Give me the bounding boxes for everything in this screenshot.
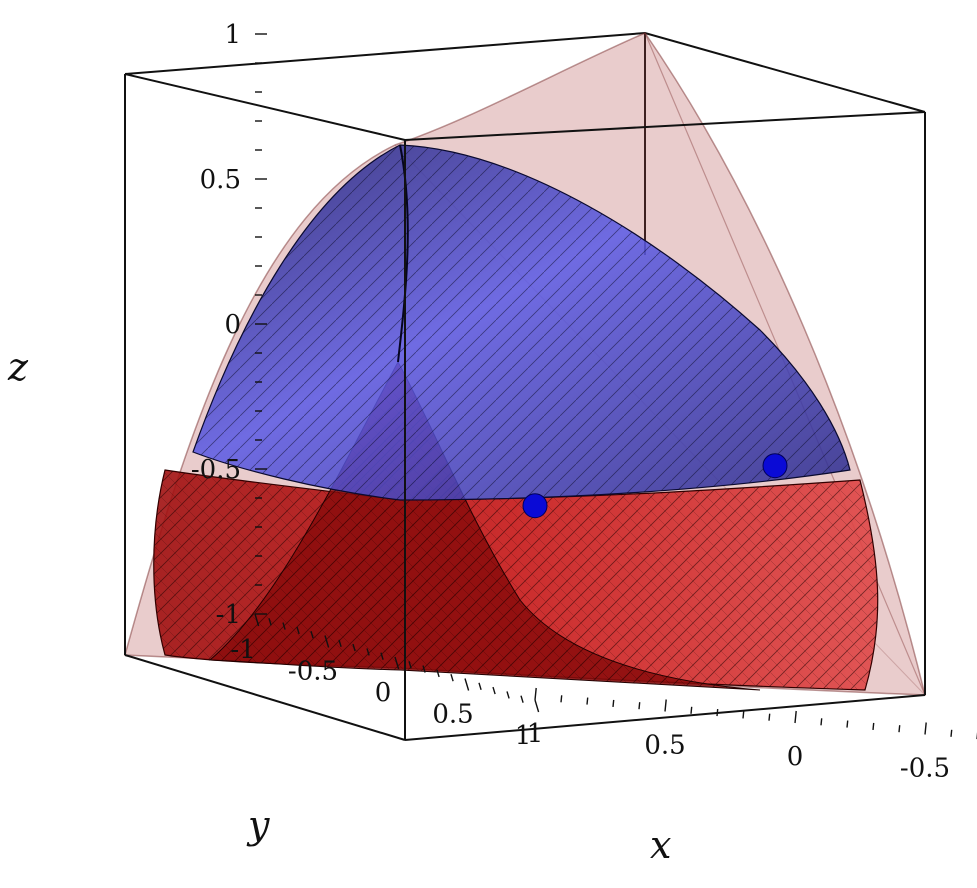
red-surface bbox=[153, 360, 879, 691]
x-tick-label: 0 bbox=[787, 742, 804, 772]
y-axis: -1 -0.5 0 0.5 1 bbox=[230, 613, 540, 751]
x-tick-label: 1 bbox=[527, 719, 544, 749]
y-tick-label: 0 bbox=[375, 678, 392, 708]
y-tick-label: -1 bbox=[230, 635, 255, 665]
y-axis-label: y bbox=[246, 803, 270, 847]
z-axis: -1 -0.5 0 0.5 1 bbox=[191, 20, 267, 630]
z-tick-label: 0.5 bbox=[200, 165, 241, 195]
x-axis: -1-0.500.51 bbox=[527, 687, 977, 784]
z-tick-label: -0.5 bbox=[191, 455, 241, 485]
y-tick-label: 1 bbox=[515, 721, 532, 751]
blue-surface bbox=[192, 144, 851, 501]
highlighted-points bbox=[522, 453, 788, 519]
z-tick-label: 1 bbox=[224, 20, 241, 50]
highlight-point-2 bbox=[522, 493, 548, 519]
x-tick-label: 0.5 bbox=[644, 731, 685, 761]
y-tick-label: 0.5 bbox=[432, 700, 473, 730]
bounding-box-front bbox=[124, 73, 926, 741]
y-tick-label: -0.5 bbox=[288, 657, 338, 687]
x-axis-label: x bbox=[650, 823, 671, 867]
z-tick-label: 0 bbox=[224, 310, 241, 340]
z-tick-label: -1 bbox=[216, 600, 241, 630]
z-axis-label: z bbox=[7, 345, 29, 389]
highlight-point-3 bbox=[762, 453, 788, 479]
x-tick-label: -0.5 bbox=[900, 754, 950, 784]
